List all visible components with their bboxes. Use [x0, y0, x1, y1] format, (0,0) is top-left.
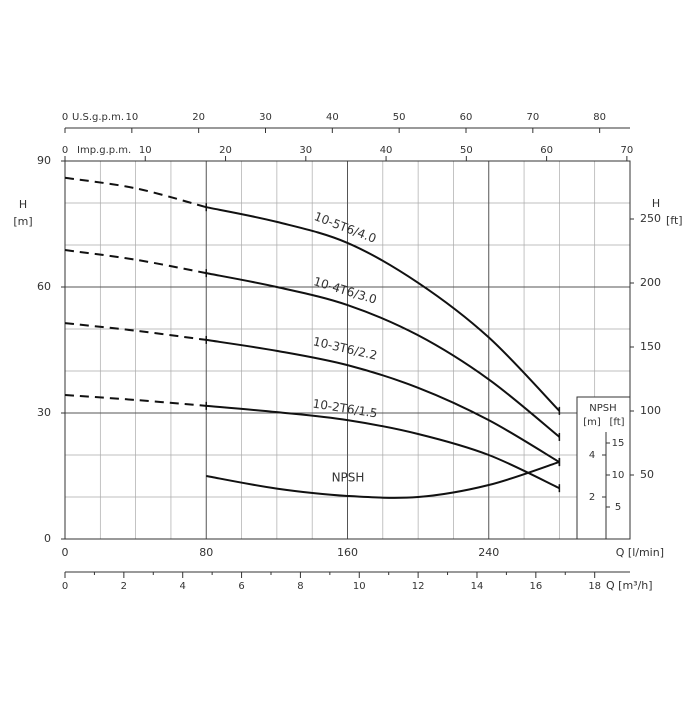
x4-tick-label: 14	[471, 581, 484, 592]
x2-tick-label: 60	[460, 112, 473, 123]
npsh-box	[576, 396, 631, 540]
curve	[206, 272, 561, 438]
x3-tick-label: 60	[540, 145, 553, 156]
npsh-ft-tick-label: 15	[612, 438, 625, 449]
y-tick-label: 30	[37, 406, 51, 419]
x3-tick-label: 20	[219, 145, 232, 156]
x-label: Q [l/min]	[616, 546, 664, 559]
curve-label: NPSH	[332, 471, 365, 485]
plot-frame	[64, 160, 631, 540]
curve-extrapolated	[64, 249, 207, 275]
npsh-label: NPSH	[589, 403, 616, 414]
x3-label: Imp.g.p.m.	[77, 145, 131, 156]
curve	[206, 460, 560, 499]
y2-tick-label: 150	[640, 340, 661, 353]
npsh-tick-label: 2	[589, 492, 595, 503]
y-tick-label: 0	[44, 532, 51, 545]
x4-tick-label: 8	[297, 581, 303, 592]
x2-tick-label: 40	[326, 112, 339, 123]
x2-tick-label: 10	[125, 112, 138, 123]
npsh-unit: [m]	[583, 417, 601, 428]
y2-tick-label: 200	[640, 276, 661, 289]
y2-tick-label: 100	[640, 404, 661, 417]
x4-tick-label: 12	[412, 581, 425, 592]
y-label: H	[19, 198, 27, 211]
x2-tick-label: 80	[593, 112, 606, 123]
x-tick-label: 240	[478, 546, 499, 559]
x2-tick-label: 0	[62, 112, 68, 123]
x-tick-label: 80	[199, 546, 213, 559]
curve	[206, 338, 560, 463]
x-tick-label: 160	[337, 546, 358, 559]
x3-tick-label: 0	[62, 145, 68, 156]
y2-unit: [ft]	[666, 214, 683, 227]
y-tick-label: 90	[37, 154, 51, 167]
y-unit: [m]	[13, 215, 32, 228]
x3-tick-label: 40	[380, 145, 393, 156]
y2-tick-label: 250	[640, 212, 661, 225]
x3-tick-label: 70	[621, 145, 634, 156]
npsh-tick-label: 4	[589, 450, 595, 461]
curve	[206, 404, 560, 490]
x2-label: U.S.g.p.m.	[72, 112, 124, 123]
x4-tick-label: 2	[121, 581, 127, 592]
curve-extrapolated	[64, 322, 207, 341]
npsh-ft-tick-label: 10	[612, 470, 625, 481]
curve-extrapolated	[64, 393, 207, 407]
x4-tick-label: 10	[353, 581, 366, 592]
curve-extrapolated	[64, 176, 207, 209]
x2-tick-label: 50	[393, 112, 406, 123]
x4-tick-label: 16	[529, 581, 542, 592]
y-tick-label: 60	[37, 280, 51, 293]
x2-tick-label: 30	[259, 112, 272, 123]
x2-tick-label: 20	[192, 112, 205, 123]
npsh-unit: [ft]	[609, 417, 624, 428]
y2-label: H	[652, 197, 660, 210]
x4-label: Q [m³/h]	[606, 579, 653, 592]
npsh-ft-tick-label: 5	[615, 502, 621, 513]
x2-tick-label: 70	[526, 112, 539, 123]
y2-tick-label: 50	[640, 468, 654, 481]
x4-tick-label: 0	[62, 581, 68, 592]
x3-tick-label: 10	[139, 145, 152, 156]
curve	[206, 206, 561, 412]
x4-tick-label: 4	[180, 581, 186, 592]
x-tick-label: 0	[62, 546, 69, 559]
x3-tick-label: 30	[299, 145, 312, 156]
x4-tick-label: 18	[588, 581, 601, 592]
x3-tick-label: 50	[460, 145, 473, 156]
x4-tick-label: 6	[238, 581, 244, 592]
